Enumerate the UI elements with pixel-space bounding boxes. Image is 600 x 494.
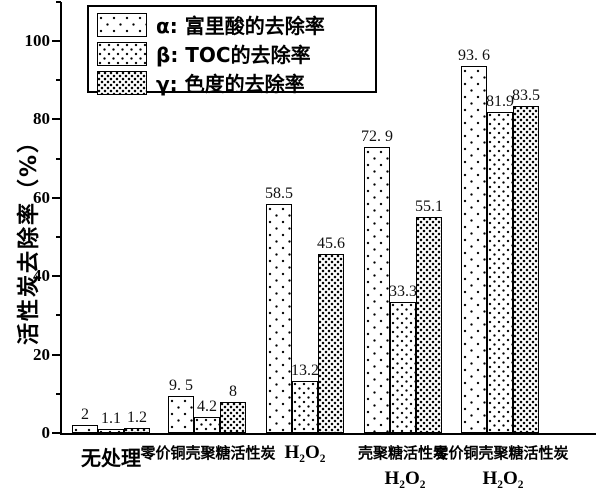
bar-gamma-group4 (416, 217, 442, 433)
bar-value-label: 45.6 (317, 235, 345, 252)
bar-beta-group2 (194, 417, 220, 433)
y-axis-major-tick (52, 353, 61, 356)
y-axis-major-tick (52, 40, 61, 42)
legend: α: 富里酸的去除率 β: TOC的去除率 γ: 色度的去除率 (87, 5, 377, 96)
bar-value-label: 1.2 (127, 409, 147, 426)
bar-value-label: 81.9 (486, 93, 514, 110)
legend-entry-beta: β: TOC的去除率 (97, 39, 367, 68)
x-axis-category-label-line2: H₂O₂ (384, 468, 426, 489)
y-axis-tick-label: 80 (33, 109, 50, 129)
bar-alpha-group1 (72, 425, 98, 433)
bar-value-label: 1.1 (101, 410, 121, 427)
legend-swatch-alpha (97, 12, 147, 37)
bar-value-label: 93. 6 (458, 47, 490, 64)
y-axis-tick-label: 40 (33, 266, 50, 286)
y-axis-tick-label: 100 (24, 31, 51, 50)
y-axis-line (60, 2, 62, 435)
bar-beta-group1 (98, 429, 124, 433)
bar-value-label: 9. 5 (169, 377, 193, 394)
y-axis-tick-label: 0 (41, 423, 51, 442)
bar-value-label: 72. 9 (361, 128, 393, 145)
bar-beta-group4 (390, 302, 416, 433)
legend-swatch-beta (97, 41, 147, 66)
y-axis-minor-tick (56, 79, 61, 82)
legend-label-gamma: γ: 色度的去除率 (156, 72, 305, 96)
y-axis-minor-tick (56, 157, 61, 160)
bar-value-label: 58.5 (265, 185, 293, 202)
y-axis-major-tick (52, 196, 61, 199)
y-axis-minor-tick (56, 236, 61, 238)
bar-value-label: 2 (81, 406, 89, 423)
bar-alpha-group3 (266, 204, 292, 433)
x-axis-category-label-line2: H₂O₂ (482, 468, 524, 489)
y-axis-major-tick (52, 432, 61, 434)
x-axis-category-label: 壳聚糖活性炭 (357, 444, 449, 462)
bar-gamma-group2 (220, 402, 246, 433)
y-axis-minor-tick (56, 0, 61, 3)
legend-entry-alpha: α: 富里酸的去除率 (97, 10, 367, 39)
bar-value-label: 4.2 (197, 398, 217, 415)
y-axis-title: 活性炭去除率（%） (17, 128, 42, 346)
bar-beta-group3 (292, 381, 318, 433)
y-axis-minor-tick (56, 392, 61, 395)
bar-alpha-group5 (461, 66, 487, 433)
y-axis-tick-label: 60 (33, 187, 50, 207)
bar-gamma-group3 (318, 254, 344, 433)
bar-value-label: 33.3 (389, 283, 417, 300)
x-axis-line (60, 433, 596, 435)
x-axis-category-label: 无处理 (81, 446, 141, 470)
bar-value-label: 83.5 (512, 87, 540, 104)
legend-label-beta: β: TOC的去除率 (156, 43, 311, 67)
x-axis-category-label: H₂O₂ (284, 442, 326, 463)
bar-alpha-group2 (168, 396, 194, 433)
y-axis-tick-label: 20 (33, 344, 50, 364)
bar-value-label: 8 (229, 383, 237, 400)
bar-gamma-group1 (124, 428, 150, 433)
legend-swatch-gamma (97, 70, 147, 95)
y-axis-major-tick (52, 275, 61, 278)
bar-alpha-group4 (364, 147, 390, 433)
x-axis-category-label: 零价铜壳聚糖活性炭 (140, 444, 276, 462)
y-axis-minor-tick (56, 314, 61, 317)
x-axis-category-label: 零价铜壳聚糖活性炭 (433, 444, 569, 462)
bar-gamma-group5 (513, 106, 539, 433)
legend-label-alpha: α: 富里酸的去除率 (156, 14, 325, 38)
bar-value-label: 13.2 (291, 362, 319, 379)
bar-value-label: 55.1 (415, 198, 443, 215)
y-axis-major-tick (52, 118, 61, 121)
bar-beta-group5 (487, 112, 513, 433)
legend-entry-gamma: γ: 色度的去除率 (97, 68, 367, 97)
